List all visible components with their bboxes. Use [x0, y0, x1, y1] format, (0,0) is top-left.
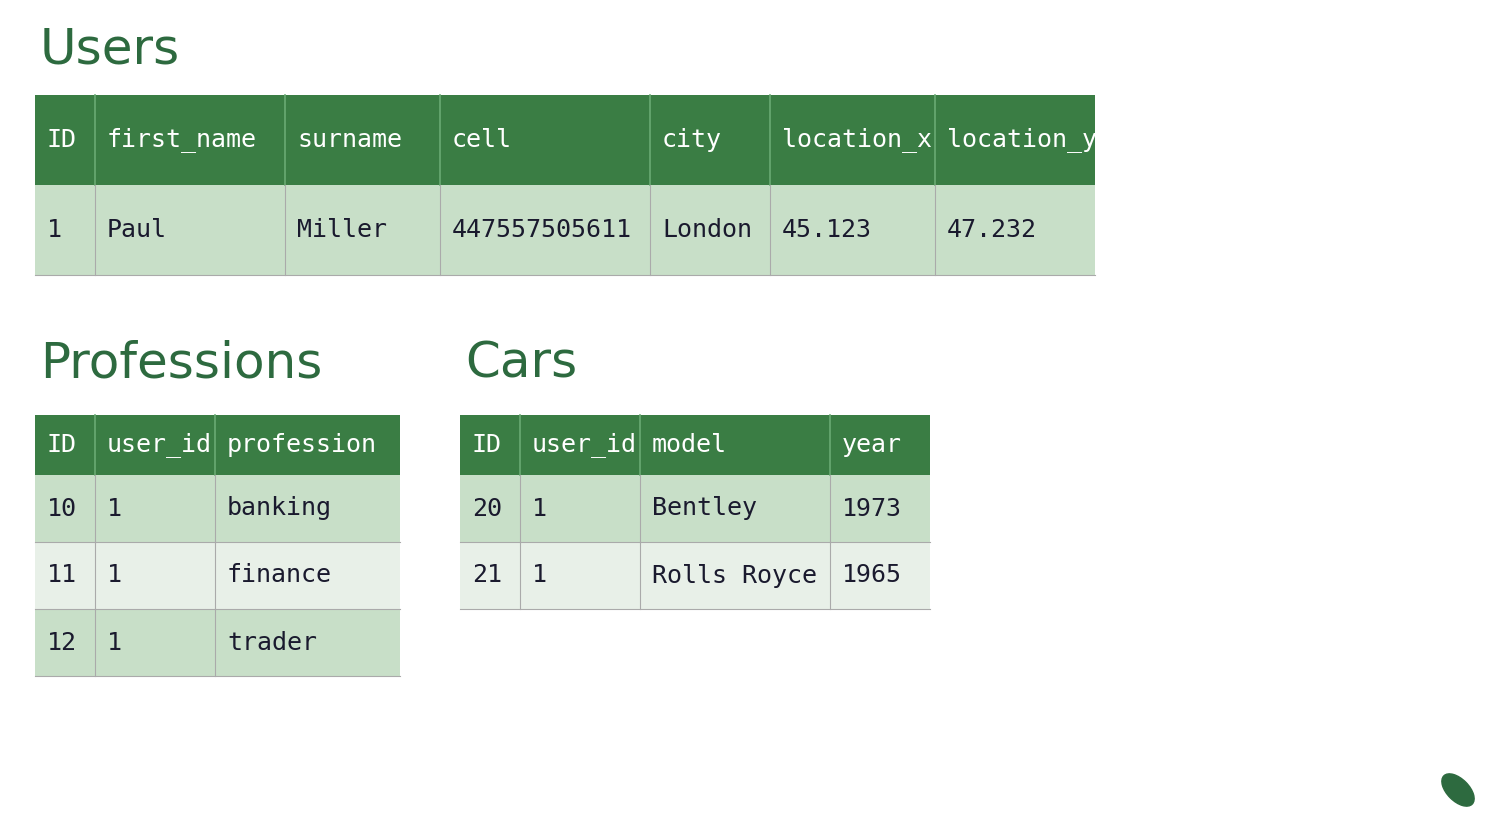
- Text: ID: ID: [473, 433, 503, 457]
- Bar: [34, 415, 96, 475]
- Bar: [215, 609, 399, 676]
- Text: trader: trader: [227, 631, 317, 654]
- Bar: [96, 95, 286, 185]
- Bar: [34, 185, 96, 275]
- Text: 12: 12: [46, 631, 76, 654]
- Bar: [640, 542, 830, 609]
- Bar: [96, 415, 215, 475]
- Text: location_y: location_y: [947, 128, 1097, 152]
- Bar: [459, 475, 521, 542]
- Text: London: London: [663, 218, 752, 242]
- Text: city: city: [663, 128, 723, 152]
- Bar: [96, 185, 286, 275]
- Bar: [830, 475, 931, 542]
- Text: location_x: location_x: [782, 128, 932, 152]
- Bar: [96, 609, 215, 676]
- Text: 45.123: 45.123: [782, 218, 872, 242]
- Text: finance: finance: [227, 564, 332, 587]
- Bar: [440, 95, 649, 185]
- Text: Professions: Professions: [40, 340, 322, 388]
- Bar: [770, 185, 935, 275]
- Text: ID: ID: [46, 128, 76, 152]
- Text: first_name: first_name: [108, 128, 257, 152]
- Text: 10: 10: [46, 497, 76, 520]
- Text: model: model: [652, 433, 727, 457]
- Bar: [521, 475, 640, 542]
- Text: cell: cell: [452, 128, 512, 152]
- Text: Rolls Royce: Rolls Royce: [652, 564, 817, 587]
- Bar: [440, 185, 649, 275]
- Bar: [96, 542, 215, 609]
- Text: 1: 1: [533, 564, 548, 587]
- Bar: [459, 542, 521, 609]
- Bar: [34, 95, 96, 185]
- Bar: [935, 95, 1095, 185]
- Bar: [34, 609, 96, 676]
- Text: Bentley: Bentley: [652, 497, 757, 520]
- Bar: [215, 542, 399, 609]
- Text: 1965: 1965: [842, 564, 902, 587]
- Bar: [96, 475, 215, 542]
- Bar: [459, 415, 521, 475]
- Text: 1: 1: [108, 497, 123, 520]
- Bar: [935, 185, 1095, 275]
- Text: ID: ID: [46, 433, 76, 457]
- Text: 1: 1: [108, 631, 123, 654]
- Bar: [649, 185, 770, 275]
- Ellipse shape: [1442, 774, 1474, 807]
- Bar: [830, 415, 931, 475]
- Text: Cars: Cars: [465, 340, 577, 388]
- Text: user_id: user_id: [533, 433, 637, 457]
- Text: surname: surname: [298, 128, 402, 152]
- Bar: [640, 415, 830, 475]
- Bar: [34, 542, 96, 609]
- Text: 20: 20: [473, 497, 503, 520]
- Text: 21: 21: [473, 564, 503, 587]
- Bar: [521, 542, 640, 609]
- Text: Users: Users: [40, 25, 180, 73]
- Bar: [286, 185, 440, 275]
- Bar: [521, 415, 640, 475]
- Bar: [830, 542, 931, 609]
- Text: profession: profession: [227, 433, 377, 457]
- Text: Paul: Paul: [108, 218, 168, 242]
- Bar: [215, 475, 399, 542]
- Bar: [770, 95, 935, 185]
- Text: 47.232: 47.232: [947, 218, 1037, 242]
- Text: Miller: Miller: [298, 218, 387, 242]
- Text: user_id: user_id: [108, 433, 212, 457]
- Text: 1: 1: [46, 218, 61, 242]
- Bar: [215, 415, 399, 475]
- Bar: [34, 475, 96, 542]
- Text: 447557505611: 447557505611: [452, 218, 631, 242]
- Bar: [286, 95, 440, 185]
- Text: year: year: [842, 433, 902, 457]
- Text: 1973: 1973: [842, 497, 902, 520]
- Text: banking: banking: [227, 497, 332, 520]
- Bar: [649, 95, 770, 185]
- Text: 11: 11: [46, 564, 76, 587]
- Text: 1: 1: [108, 564, 123, 587]
- Text: 1: 1: [533, 497, 548, 520]
- Bar: [640, 475, 830, 542]
